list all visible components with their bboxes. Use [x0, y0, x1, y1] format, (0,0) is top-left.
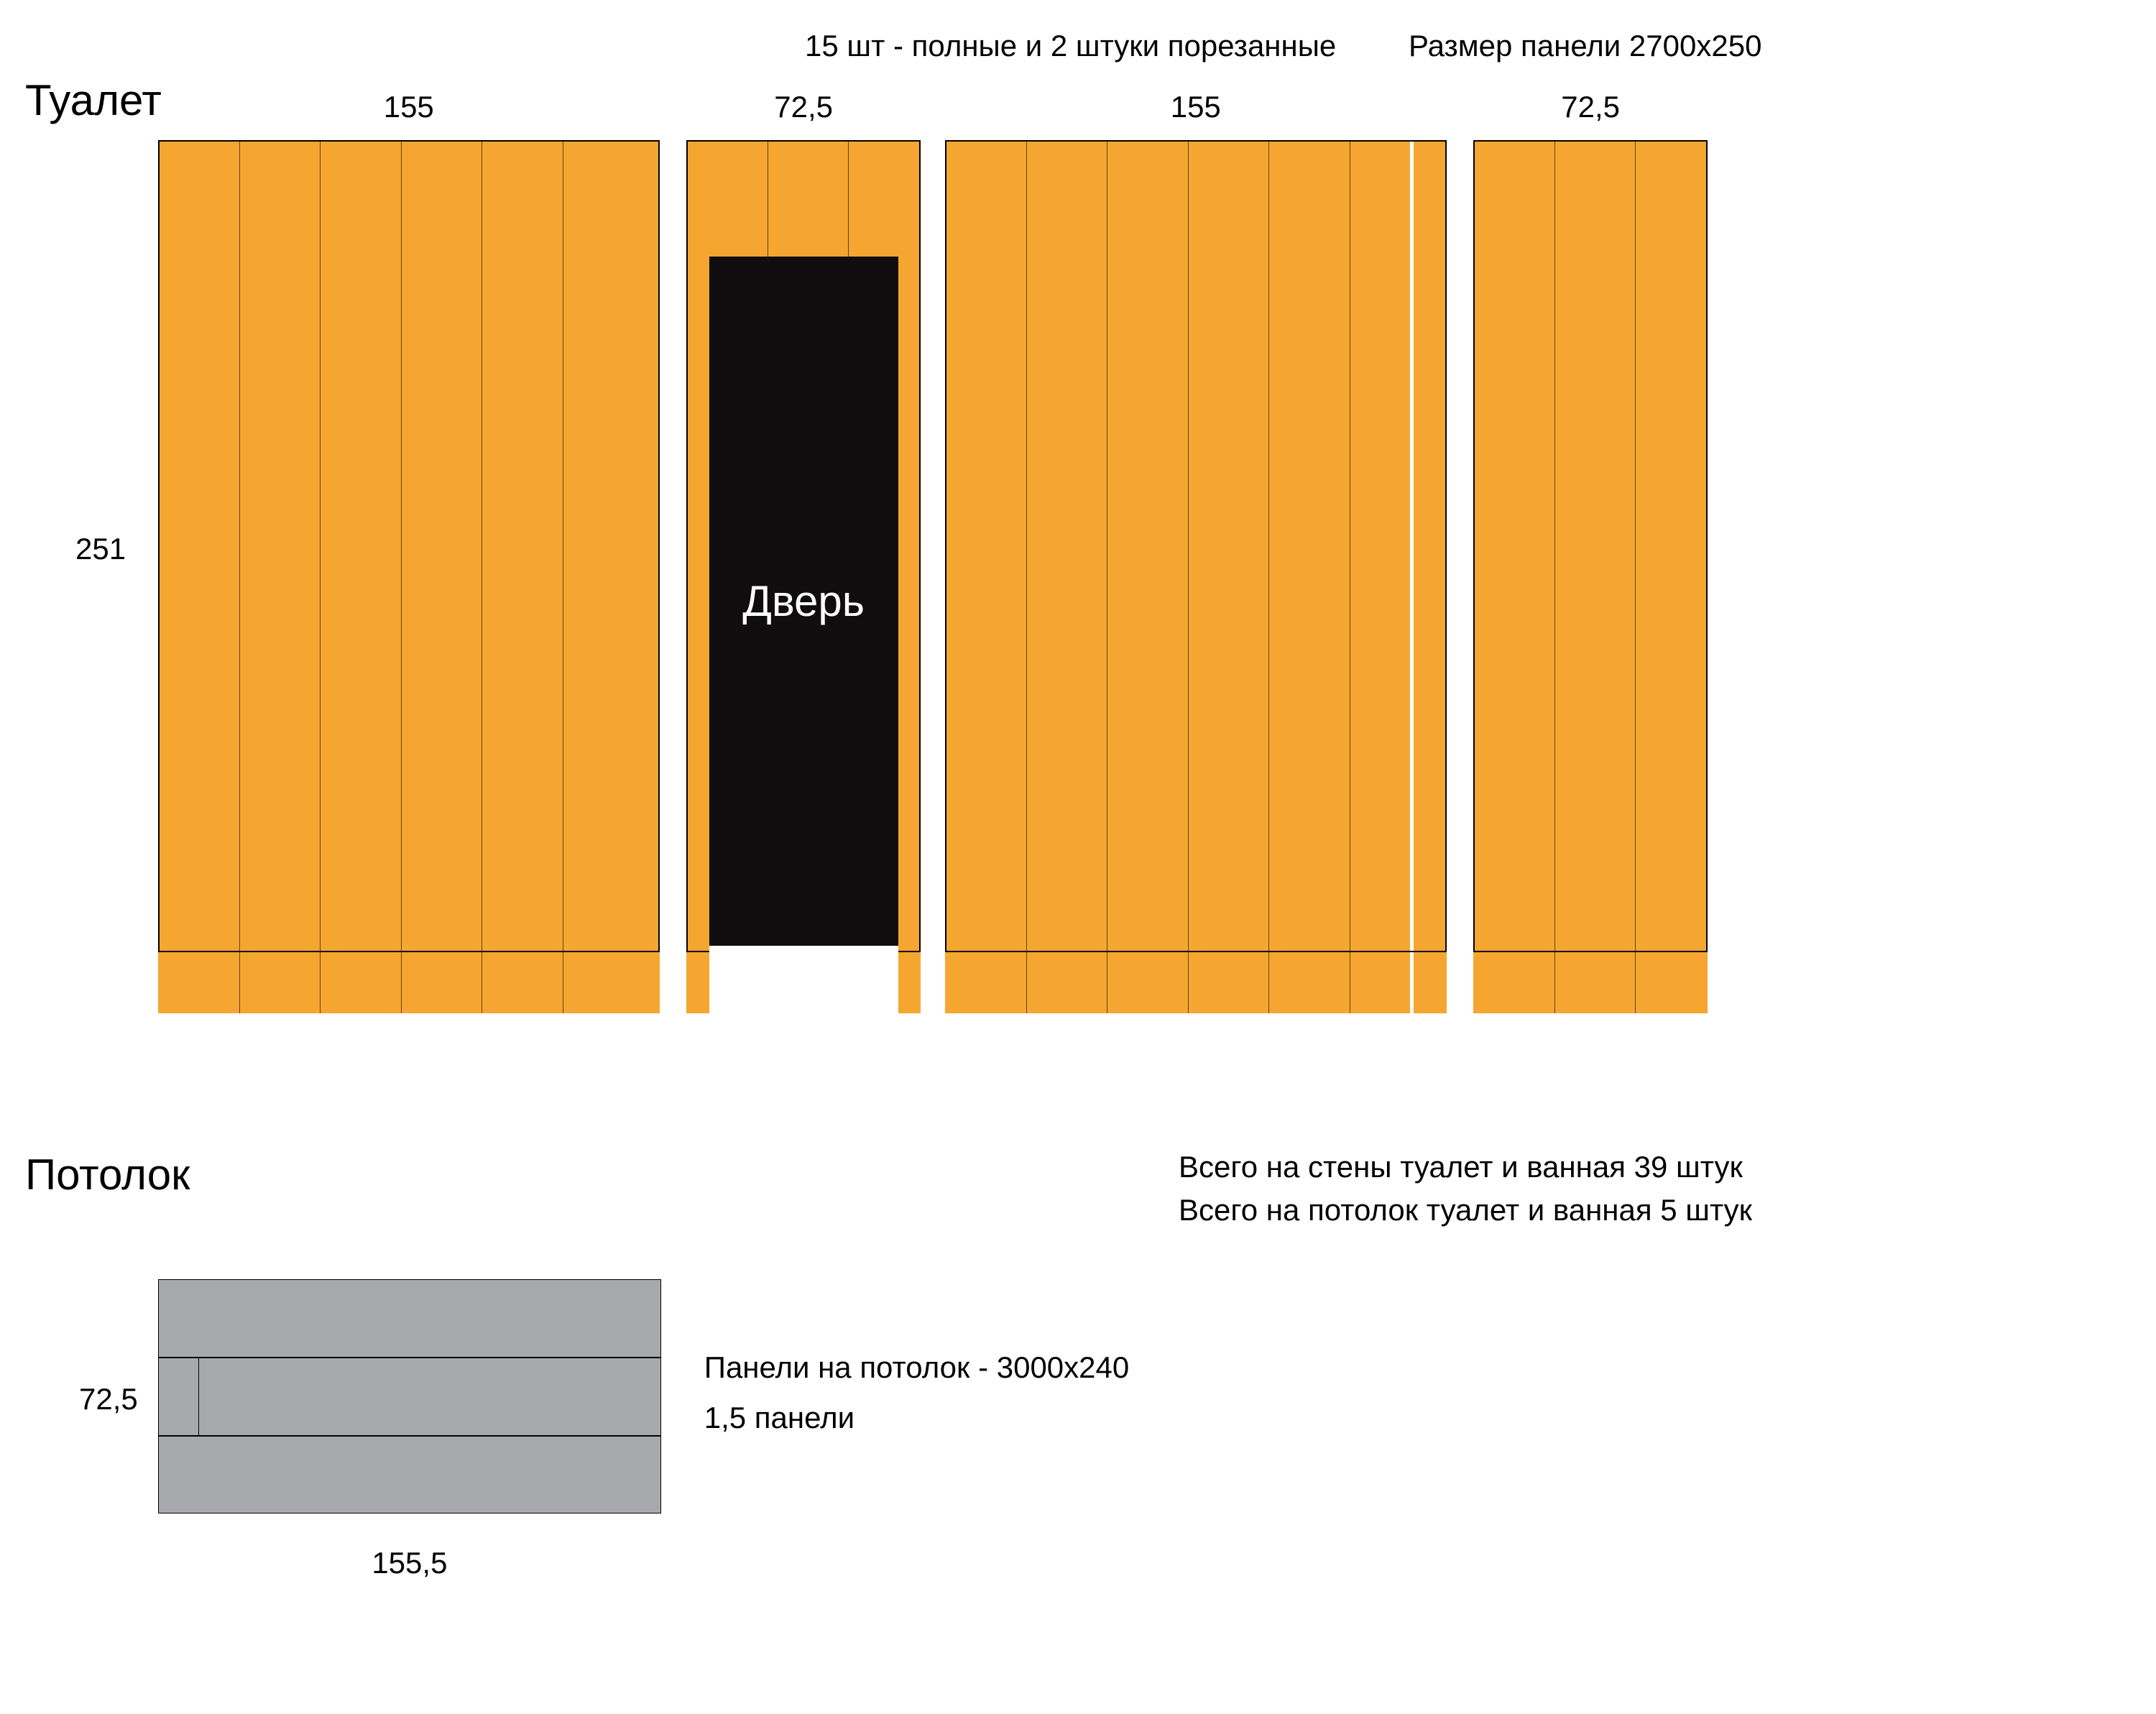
ceiling-diagram: [158, 1279, 661, 1513]
dim-width-1: 155: [384, 90, 434, 124]
wall-3-panel-1: [945, 140, 1026, 1013]
wall-1-panel-2: [239, 140, 321, 1013]
wall-4-panel-3: [1635, 140, 1708, 1013]
ceiling-note-2: 1,5 панели: [704, 1401, 854, 1435]
door-floor-gap: [709, 946, 898, 1014]
ceiling-row-1: [158, 1279, 661, 1358]
ceiling-dim-height: 72,5: [79, 1382, 138, 1416]
wall-3-panel-4: [1188, 140, 1269, 1013]
wall-4: [1473, 140, 1708, 1013]
wall-3: [945, 140, 1447, 1013]
title-toilet: Туалет: [25, 75, 162, 125]
wall-4-panel-2: [1554, 140, 1636, 1013]
door: Дверь: [709, 257, 898, 946]
wall-3-panel-5: [1268, 140, 1350, 1013]
wall-2: Дверь: [686, 140, 921, 1013]
wall-1-panel-1: [158, 140, 239, 1013]
dim-width-4: 72,5: [1561, 90, 1620, 124]
ceiling-dim-width: 155,5: [372, 1546, 447, 1580]
totals-ceiling: Всего на потолок туалет и ванная 5 штук: [1179, 1193, 1752, 1227]
wall-1-panel-3: [320, 140, 401, 1013]
title-ceiling: Потолок: [25, 1150, 190, 1199]
dim-width-3: 155: [1171, 90, 1221, 124]
wall-3-panel-6: [1350, 140, 1447, 1013]
wall-3-panel-2: [1026, 140, 1107, 1013]
wall-1-panel-6: [563, 140, 660, 1013]
dim-height: 251: [75, 532, 126, 566]
wall-3-panel-3: [1107, 140, 1188, 1013]
wall-1-panel-5: [482, 140, 563, 1013]
door-label: Дверь: [742, 576, 865, 626]
ceiling-note-1: Панели на потолок - 3000х240: [704, 1350, 1130, 1385]
wall-4-panel-1: [1473, 140, 1554, 1013]
ceiling-row-3: [158, 1436, 661, 1514]
wall-1-panel-4: [401, 140, 482, 1013]
ceiling-row-2: [158, 1358, 661, 1436]
totals-walls: Всего на стены туалет и ванная 39 штук: [1179, 1150, 1743, 1184]
wall-1: [158, 140, 660, 1013]
wall-3-seam: [1410, 140, 1414, 1013]
dim-width-2: 72,5: [774, 90, 833, 124]
ceiling-half-panel-seam: [198, 1358, 199, 1435]
note-panel-count: 15 шт - полные и 2 штуки порезанные: [805, 29, 1336, 63]
note-panel-size: Размер панели 2700х250: [1409, 29, 1761, 63]
